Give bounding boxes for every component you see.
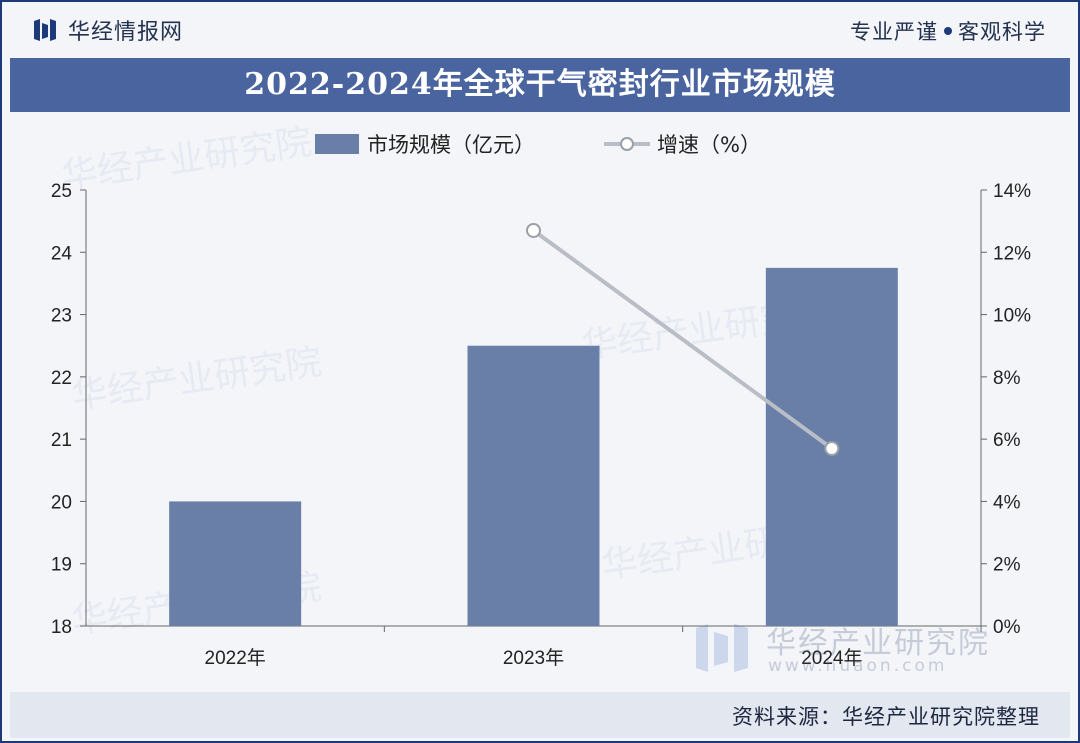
watermark-name: 华经产业研究院 (766, 626, 990, 661)
y-right-tick-label: 6% (993, 430, 1021, 451)
slogan-dot-icon (944, 27, 952, 35)
y-left-tick-label: 18 (51, 617, 72, 638)
legend-line-label: 增速（%） (657, 133, 761, 157)
y-left-tick-label: 23 (51, 306, 72, 327)
y-right-tick-label: 14% (993, 181, 1031, 202)
growth-line (532, 228, 834, 451)
bar-1 (169, 501, 302, 626)
y-right-tick-label: 10% (993, 306, 1031, 327)
brand-logo-icon (34, 19, 56, 41)
brand[interactable]: 华经情报网 (32, 14, 183, 46)
y-left-tick-label: 22 (51, 368, 72, 389)
legend-bar-label: 市场规模（亿元） (367, 133, 535, 157)
chart-title: 2022-2024年全球干气密封行业市场规模 (10, 58, 1070, 112)
y-left-tick-label: 24 (51, 243, 73, 264)
chart-svg: 18 19 20 21 22 23 24 25 0% 2% 4% 6% 8% 10% 12% 14% 2022年… (51, 133, 1031, 669)
growth-point-1 (526, 222, 541, 238)
watermark-url: www.huaon.com (768, 656, 948, 676)
y-left-tick-label: 21 (51, 430, 72, 451)
legend-line-marker (620, 137, 634, 151)
x-tick-label: 2024年 (801, 647, 862, 669)
y-left-tick-label: 19 (51, 555, 72, 576)
slogan-left: 专业严谨 (850, 20, 938, 44)
top-bar: 华经情报网 专业严谨 客观科学 (0, 0, 1080, 56)
x-tick-label: 2022年 (205, 647, 266, 669)
source-note: 资料来源：华经产业研究院整理 (732, 705, 1040, 729)
bar-2 (467, 345, 600, 626)
y-right-tick-label: 4% (993, 492, 1021, 513)
footer: 资料来源：华经产业研究院整理 (10, 692, 1070, 738)
x-tick-label: 2023年 (503, 647, 564, 669)
slogan: 专业严谨 客观科学 (850, 16, 1046, 46)
y-right-tick-label: 2% (993, 555, 1021, 576)
y-right-tick-label: 8% (993, 368, 1021, 389)
y-right-tick-label: 12% (993, 243, 1031, 264)
y-left-tick-label: 25 (51, 181, 72, 202)
legend-bar-swatch (315, 134, 359, 154)
brand-name: 华经情报网 (68, 20, 184, 45)
slogan-right: 客观科学 (958, 20, 1046, 44)
watermark-logo-icon (696, 624, 748, 672)
growth-point-2 (824, 440, 840, 456)
watermark-brand: 华经产业研究院 www.huaon.com (694, 618, 1024, 678)
y-left-tick-label: 20 (51, 492, 72, 513)
y-right-tick-label: 0% (993, 617, 1021, 638)
